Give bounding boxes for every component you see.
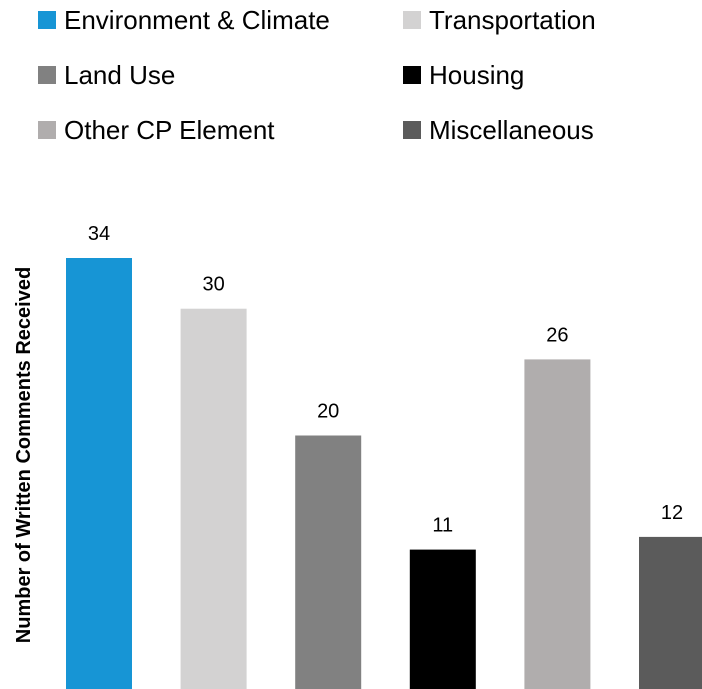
legend-item: Environment & Climate bbox=[38, 0, 330, 40]
legend-label: Miscellaneous bbox=[429, 114, 594, 145]
legend-label: Environment & Climate bbox=[64, 4, 330, 35]
legend-item: Other CP Element bbox=[38, 110, 275, 150]
bar bbox=[295, 435, 362, 689]
legend-item: Miscellaneous bbox=[403, 110, 594, 150]
data-label: 26 bbox=[546, 324, 568, 346]
bars-group: 34 30 20 11 26 12 bbox=[66, 223, 702, 689]
legend-swatch bbox=[38, 121, 56, 139]
bar bbox=[180, 308, 247, 689]
bar bbox=[409, 549, 476, 689]
legend-label: Housing bbox=[429, 59, 525, 90]
data-label: 20 bbox=[317, 401, 339, 423]
data-label: 12 bbox=[661, 502, 683, 524]
legend-label: Land Use bbox=[64, 59, 176, 90]
legend-swatch bbox=[403, 11, 421, 29]
legend-item: Housing bbox=[403, 55, 524, 95]
legend: Environment & Climate Transportation Land … bbox=[38, 0, 678, 160]
legend-swatch bbox=[403, 121, 421, 139]
legend-swatch bbox=[403, 66, 421, 84]
legend-item: Land Use bbox=[38, 55, 175, 95]
bar bbox=[66, 258, 132, 689]
legend-label: Transportation bbox=[429, 4, 596, 35]
data-label: 11 bbox=[432, 515, 453, 537]
legend-label: Other CP Element bbox=[64, 114, 275, 145]
bar bbox=[524, 359, 591, 689]
legend-item: Transportation bbox=[403, 0, 596, 40]
bar bbox=[639, 536, 702, 689]
y-axis-label: Number of Written Comments Received bbox=[13, 267, 35, 643]
data-label: 30 bbox=[202, 274, 224, 296]
data-label: 34 bbox=[88, 223, 110, 245]
legend-swatch bbox=[38, 11, 56, 29]
legend-swatch bbox=[38, 66, 56, 84]
